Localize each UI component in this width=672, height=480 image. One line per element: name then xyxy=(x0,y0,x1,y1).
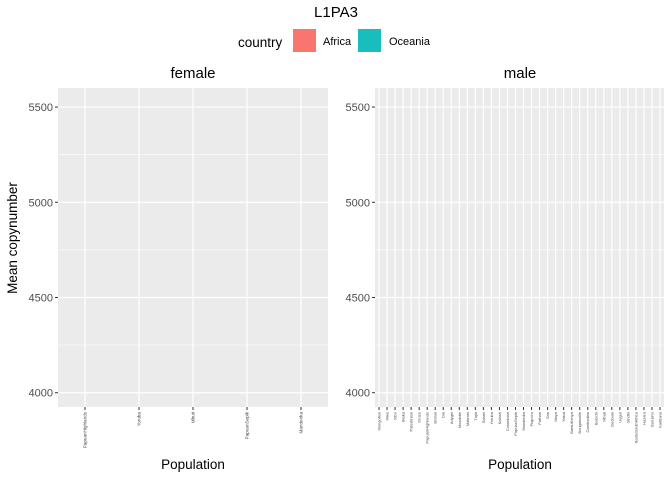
legend-title: country xyxy=(238,35,283,50)
x-tick-label: Mozabite xyxy=(457,411,462,428)
x-tick-label: BantuSouthAfrica xyxy=(633,411,638,443)
x-tick-label: Kalash xyxy=(497,412,502,424)
x-tick-label: Mbuti xyxy=(191,412,196,423)
x-axis-title-male: Population xyxy=(488,457,552,472)
x-tick-label: Burusho xyxy=(649,411,654,427)
x-tick-label: BantuKenya xyxy=(569,411,574,434)
facet-title-male: male xyxy=(504,65,537,82)
x-tick-label: PapuanHighlands xyxy=(83,411,88,448)
panel-background xyxy=(375,88,664,407)
x-tick-label: Makrani xyxy=(465,412,470,426)
chart-title: L1PA3 xyxy=(314,4,358,21)
gridlines xyxy=(375,88,664,407)
x-tick-label: Sindhi xyxy=(625,412,630,423)
x-tick-label: Bougainville xyxy=(577,411,582,433)
x-tick-label: Pathan xyxy=(537,412,542,425)
x-tick-label: Tujia xyxy=(473,411,478,420)
x-tick-label: PapuanSepik xyxy=(245,411,250,439)
y-tick-label: 5500 xyxy=(29,102,53,114)
x-tick-label: San xyxy=(545,412,550,419)
x-tick-label: Yoruba xyxy=(137,412,142,427)
x-tick-label: Biaka xyxy=(401,411,406,422)
x-tick-label: Saami xyxy=(481,412,486,423)
y-tick-label: 4500 xyxy=(29,292,53,304)
x-tick-label: Mixe xyxy=(385,411,390,420)
x-tick-label: Mongolian xyxy=(377,412,382,430)
x-tick-label: PapuanHighlands xyxy=(425,412,430,444)
panel-female: PapuanHighlands Yoruba Mbuti PapuanSepik Man… xyxy=(29,88,328,448)
legend-label-oceania: Oceania xyxy=(389,36,431,48)
x-ticks: PapuanHighlands Yoruba Mbuti PapuanSepik Man… xyxy=(83,407,304,448)
x-tick-label: Adygei xyxy=(449,412,454,424)
x-tick-label: Xibo xyxy=(393,411,398,420)
x-tick-label: Cambodian xyxy=(585,412,590,432)
panel-male: Mongolian Mixe Xibo Biaka Palestinian Druze Pa… xyxy=(346,88,664,444)
x-tick-label: Karitiana xyxy=(657,411,662,428)
x-tick-label: Mandenka xyxy=(521,411,526,430)
legend-label-africa: Africa xyxy=(323,36,352,48)
x-tick-label: Uygur xyxy=(617,411,622,422)
x-tick-label: Yakut xyxy=(561,411,566,422)
y-ticks: 4000 4500 5000 5500 xyxy=(29,102,58,400)
x-tick-label: Dai xyxy=(441,412,446,418)
x-tick-label: Brahui xyxy=(433,412,438,424)
x-tick-label: Colombian xyxy=(505,412,510,431)
y-tick-label: 5000 xyxy=(346,197,370,209)
x-tick-label: Balochi xyxy=(593,412,598,425)
y-ticks: 4000 4500 5000 5500 xyxy=(346,102,375,400)
x-tick-label: Druze xyxy=(417,411,422,422)
x-tick-label: PapuanSepik xyxy=(513,412,518,436)
x-tick-label: Maya xyxy=(553,411,558,422)
y-axis-title: Mean copynumber xyxy=(5,182,20,294)
gridlines xyxy=(58,88,328,407)
y-tick-label: 4000 xyxy=(29,388,53,400)
x-tick-label: Yoruba xyxy=(489,411,494,424)
x-axis-title-female: Population xyxy=(161,457,225,472)
x-tick-label: Mandenka xyxy=(299,412,304,434)
x-tick-label: Bedouin xyxy=(609,412,614,427)
y-tick-label: 5500 xyxy=(346,102,370,114)
legend-key-africa xyxy=(293,29,316,52)
y-tick-label: 4000 xyxy=(346,388,370,400)
legend: country Africa Oceania xyxy=(238,29,431,52)
y-tick-label: 5000 xyxy=(29,197,53,209)
legend-key-oceania xyxy=(358,29,381,52)
y-tick-label: 4500 xyxy=(346,292,370,304)
x-ticks: Mongolian Mixe Xibo Biaka Palestinian Druze Pa… xyxy=(377,407,662,444)
x-tick-label: Hazara xyxy=(641,411,646,425)
x-tick-label: Palestinian xyxy=(409,412,414,432)
x-tick-label: Mbuti xyxy=(601,412,606,422)
facet-title-female: female xyxy=(170,65,215,82)
x-tick-label: Piapoco xyxy=(529,411,534,426)
